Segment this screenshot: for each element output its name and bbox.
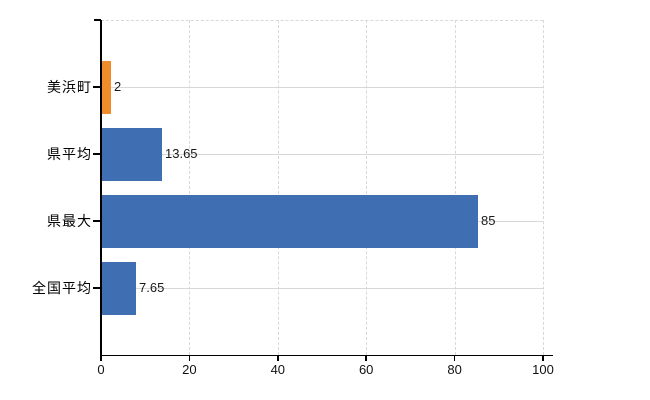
x-tick-label: 20: [182, 362, 197, 377]
x-axis-tick: [188, 355, 191, 361]
x-axis-tick: [365, 355, 367, 361]
x-axis-tick: [453, 355, 456, 361]
gridline-top: [101, 20, 543, 21]
gridline-vertical: [277, 20, 279, 355]
category-label: 県平均: [47, 146, 92, 162]
y-axis-tick: [93, 220, 101, 222]
x-axis-tick: [100, 355, 102, 361]
x-tick-label: 0: [97, 362, 105, 377]
y-axis-tick: [93, 153, 101, 155]
x-axis-line: [100, 354, 553, 356]
y-axis-tick: [93, 86, 101, 88]
category-label: 全国平均: [32, 280, 92, 296]
category-label: 県最大: [47, 213, 92, 229]
gridline-vertical: [366, 20, 368, 355]
gridline-vertical: [454, 20, 456, 355]
gridline-horizontal: [101, 288, 543, 289]
x-tick-label: 80: [447, 362, 462, 377]
x-axis-tick: [277, 355, 279, 361]
y-axis-tick: [93, 287, 101, 289]
gridline-horizontal: [101, 87, 543, 88]
gridline-horizontal: [101, 154, 543, 155]
bar: [102, 60, 111, 114]
category-label: 美浜町: [47, 79, 92, 95]
bar-value-label: 2: [114, 79, 122, 94]
gridline-vertical: [189, 20, 191, 355]
gridline-vertical: [543, 20, 544, 355]
bar-value-label: 85: [481, 213, 496, 228]
y-axis-top-tick: [94, 19, 101, 21]
bar: [102, 261, 136, 315]
y-axis-line: [100, 20, 102, 355]
bar-value-label: 7.65: [139, 280, 165, 295]
x-tick-label: 40: [270, 362, 286, 377]
bar-value-label: 13.65: [165, 146, 198, 161]
x-tick-label: 60: [358, 362, 374, 377]
x-axis-tick: [542, 355, 544, 361]
bar: [102, 194, 478, 248]
bar: [102, 127, 162, 181]
x-tick-label: 100: [532, 362, 554, 377]
